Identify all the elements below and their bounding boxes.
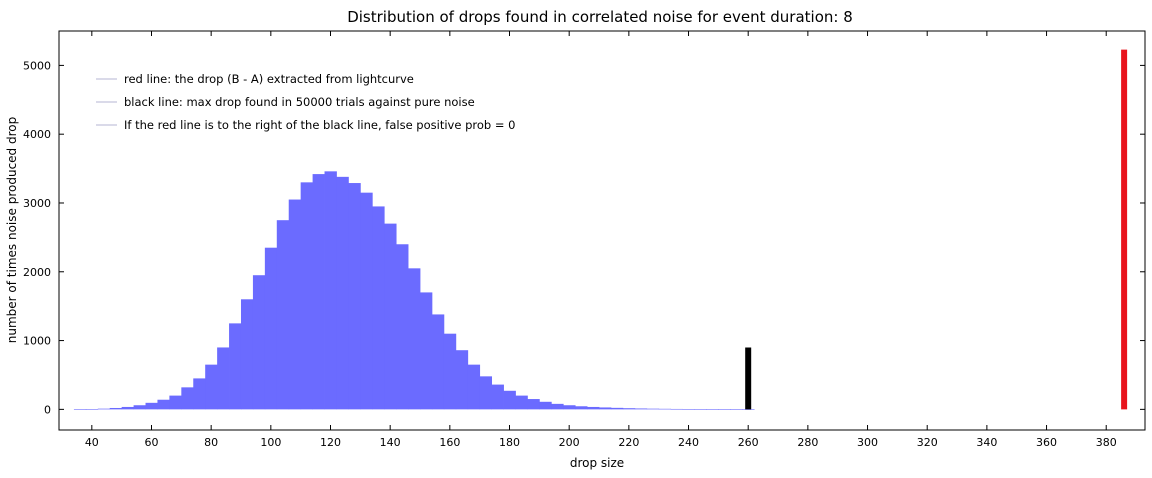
- y-axis-label: number of times noise produced drop: [5, 117, 19, 343]
- legend-entry: black line: max drop found in 50000 tria…: [124, 95, 475, 109]
- histogram-bar: [324, 171, 337, 410]
- chart-title: Distribution of drops found in correlate…: [347, 8, 853, 26]
- histogram-bar: [742, 409, 755, 410]
- histogram-bar: [634, 408, 648, 410]
- histogram-bar: [85, 409, 99, 410]
- y-tick-label: 3000: [23, 197, 51, 210]
- histogram-bar: [682, 409, 695, 410]
- histogram-bar: [157, 399, 170, 410]
- histogram-bar: [455, 350, 469, 410]
- histogram-bar: [240, 299, 254, 410]
- legend-entry: red line: the drop (B - A) extracted fro…: [124, 72, 414, 86]
- plot-frame: [58, 30, 1146, 431]
- histogram-bar: [229, 323, 242, 410]
- histogram-bar: [587, 406, 600, 410]
- histogram-bar: [360, 192, 373, 410]
- histogram-bar: [300, 182, 313, 410]
- histogram-bar: [97, 408, 111, 410]
- histogram-bar: [622, 408, 636, 410]
- x-tick-label: 140: [380, 436, 401, 449]
- histogram-bar: [563, 405, 576, 410]
- histogram-bar: [217, 347, 230, 410]
- histogram-bar: [503, 390, 516, 410]
- histogram-bar: [467, 364, 481, 410]
- x-tick-label: 60: [144, 436, 158, 449]
- histogram-bar: [670, 408, 683, 410]
- y-tick-label: 4000: [23, 128, 51, 141]
- legend: red line: the drop (B - A) extracted fro…: [96, 72, 515, 132]
- x-tick-label: 220: [618, 436, 639, 449]
- histogram-bar: [205, 364, 218, 410]
- histogram-bar: [646, 408, 660, 410]
- histogram-bar: [193, 378, 206, 410]
- histogram-bar: [276, 220, 290, 410]
- histogram-bar: [348, 183, 361, 410]
- x-tick-label: 160: [439, 436, 460, 449]
- histogram-bar: [730, 409, 743, 410]
- x-tick-label: 80: [204, 436, 218, 449]
- x-tick-label: 280: [797, 436, 818, 449]
- histogram-bar: [479, 376, 493, 410]
- histogram-bar: [181, 387, 194, 410]
- histogram-bar: [539, 401, 552, 410]
- x-tick-label: 240: [678, 436, 699, 449]
- histogram-bar: [169, 395, 182, 410]
- histogram-bar: [515, 395, 528, 410]
- histogram-bar: [599, 407, 612, 410]
- y-tick-label: 1000: [23, 335, 51, 348]
- histogram-bar: [252, 275, 266, 410]
- x-axis-label: drop size: [570, 456, 624, 470]
- histogram-bar: [420, 292, 433, 410]
- histogram-bar: [121, 406, 134, 410]
- histogram-bar: [384, 223, 397, 410]
- histogram-bar: [443, 333, 457, 410]
- legend-entry: If the red line is to the right of the b…: [124, 118, 515, 132]
- histogram-bar: [491, 384, 504, 410]
- x-tick-label: 180: [499, 436, 520, 449]
- histogram-bar: [408, 268, 421, 410]
- x-tick-label: 340: [976, 436, 997, 449]
- axis-ticks: 40 60 80 100 120 140 160 180 200 220 240 260 280 300 3…: [23, 31, 1145, 449]
- histogram-bar: [73, 409, 87, 410]
- histogram-bar: [431, 314, 445, 410]
- x-tick-label: 320: [917, 436, 938, 449]
- x-tick-label: 40: [85, 436, 99, 449]
- histogram-bar: [396, 244, 409, 410]
- histogram-bar: [551, 403, 564, 410]
- vertical-lines: [745, 49, 1128, 410]
- histogram-bar: [109, 407, 123, 410]
- histogram-bar: [133, 405, 146, 410]
- histogram-bar: [706, 409, 719, 410]
- histogram-bars: [73, 171, 755, 410]
- histogram-bar: [575, 406, 588, 410]
- histogram-bar: [718, 409, 731, 410]
- y-tick-label: 5000: [23, 59, 51, 72]
- x-tick-label: 120: [320, 436, 341, 449]
- x-tick-label: 300: [857, 436, 878, 449]
- histogram-bar: [658, 408, 672, 410]
- x-tick-label: 380: [1096, 436, 1117, 449]
- histogram-bar: [145, 402, 158, 410]
- histogram-bar: [336, 176, 349, 410]
- x-tick-label: 200: [559, 436, 580, 449]
- histogram-bar: [312, 174, 325, 410]
- y-tick-label: 0: [44, 403, 51, 416]
- x-tick-label: 360: [1036, 436, 1057, 449]
- histogram-bar: [527, 399, 540, 410]
- histogram-bar: [288, 199, 302, 410]
- histogram-bar: [610, 407, 624, 410]
- x-tick-label: 100: [260, 436, 281, 449]
- histogram-bar: [264, 247, 278, 410]
- histogram-bar: [694, 409, 707, 410]
- histogram-bar: [372, 206, 385, 410]
- y-tick-label: 2000: [23, 266, 51, 279]
- x-tick-label: 260: [738, 436, 759, 449]
